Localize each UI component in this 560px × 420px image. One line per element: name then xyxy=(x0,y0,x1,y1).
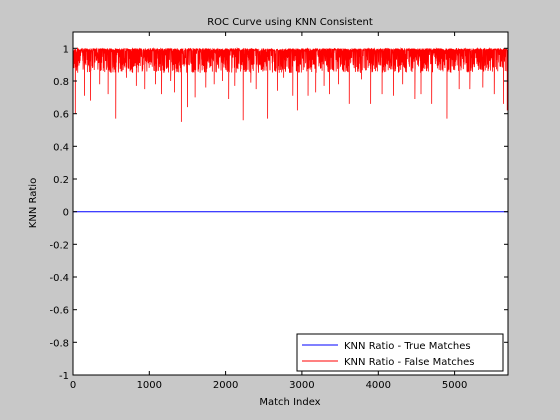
x-tick-label: 5000 xyxy=(442,380,467,391)
legend: KNN Ratio - True Matches KNN Ratio - Fal… xyxy=(296,333,504,372)
legend-box xyxy=(296,333,504,372)
axes-background xyxy=(73,32,508,375)
y-tick-label: -0.8 xyxy=(49,338,69,349)
x-tick-label: 2000 xyxy=(213,380,238,391)
legend-label-true-matches: KNN Ratio - True Matches xyxy=(344,341,471,352)
y-tick-label: 0.4 xyxy=(53,142,69,153)
x-tick-label: 4000 xyxy=(366,380,391,391)
legend-label-false-matches: KNN Ratio - False Matches xyxy=(344,357,475,368)
y-tick-label: 0.2 xyxy=(53,175,69,186)
chart-title: ROC Curve using KNN Consistent xyxy=(207,17,373,28)
y-tick-label: -0.4 xyxy=(49,273,69,284)
x-axis: 0 1000 2000 3000 4000 5000 xyxy=(70,32,467,391)
x-tick-label: 1000 xyxy=(137,380,162,391)
false-matches-line xyxy=(72,47,509,122)
x-tick-label: 0 xyxy=(70,380,76,391)
y-axis: -1 -0.8 -0.6 -0.4 -0.2 0 0.2 0.4 0.6 0.8 1 xyxy=(49,44,508,382)
y-tick-label: 1 xyxy=(63,44,69,55)
y-tick-label: 0.6 xyxy=(53,110,69,121)
y-tick-label: -0.2 xyxy=(49,240,69,251)
y-tick-label: 0 xyxy=(63,208,69,219)
y-tick-label: -0.6 xyxy=(49,306,69,317)
x-tick-label: 3000 xyxy=(289,380,314,391)
y-axis-label: KNN Ratio xyxy=(28,178,39,228)
series-false-matches xyxy=(72,47,509,122)
y-tick-label: 0.8 xyxy=(53,77,69,88)
y-tick-label: -1 xyxy=(59,371,69,382)
axes-frame xyxy=(72,31,509,376)
x-axis-label: Match Index xyxy=(259,397,320,408)
